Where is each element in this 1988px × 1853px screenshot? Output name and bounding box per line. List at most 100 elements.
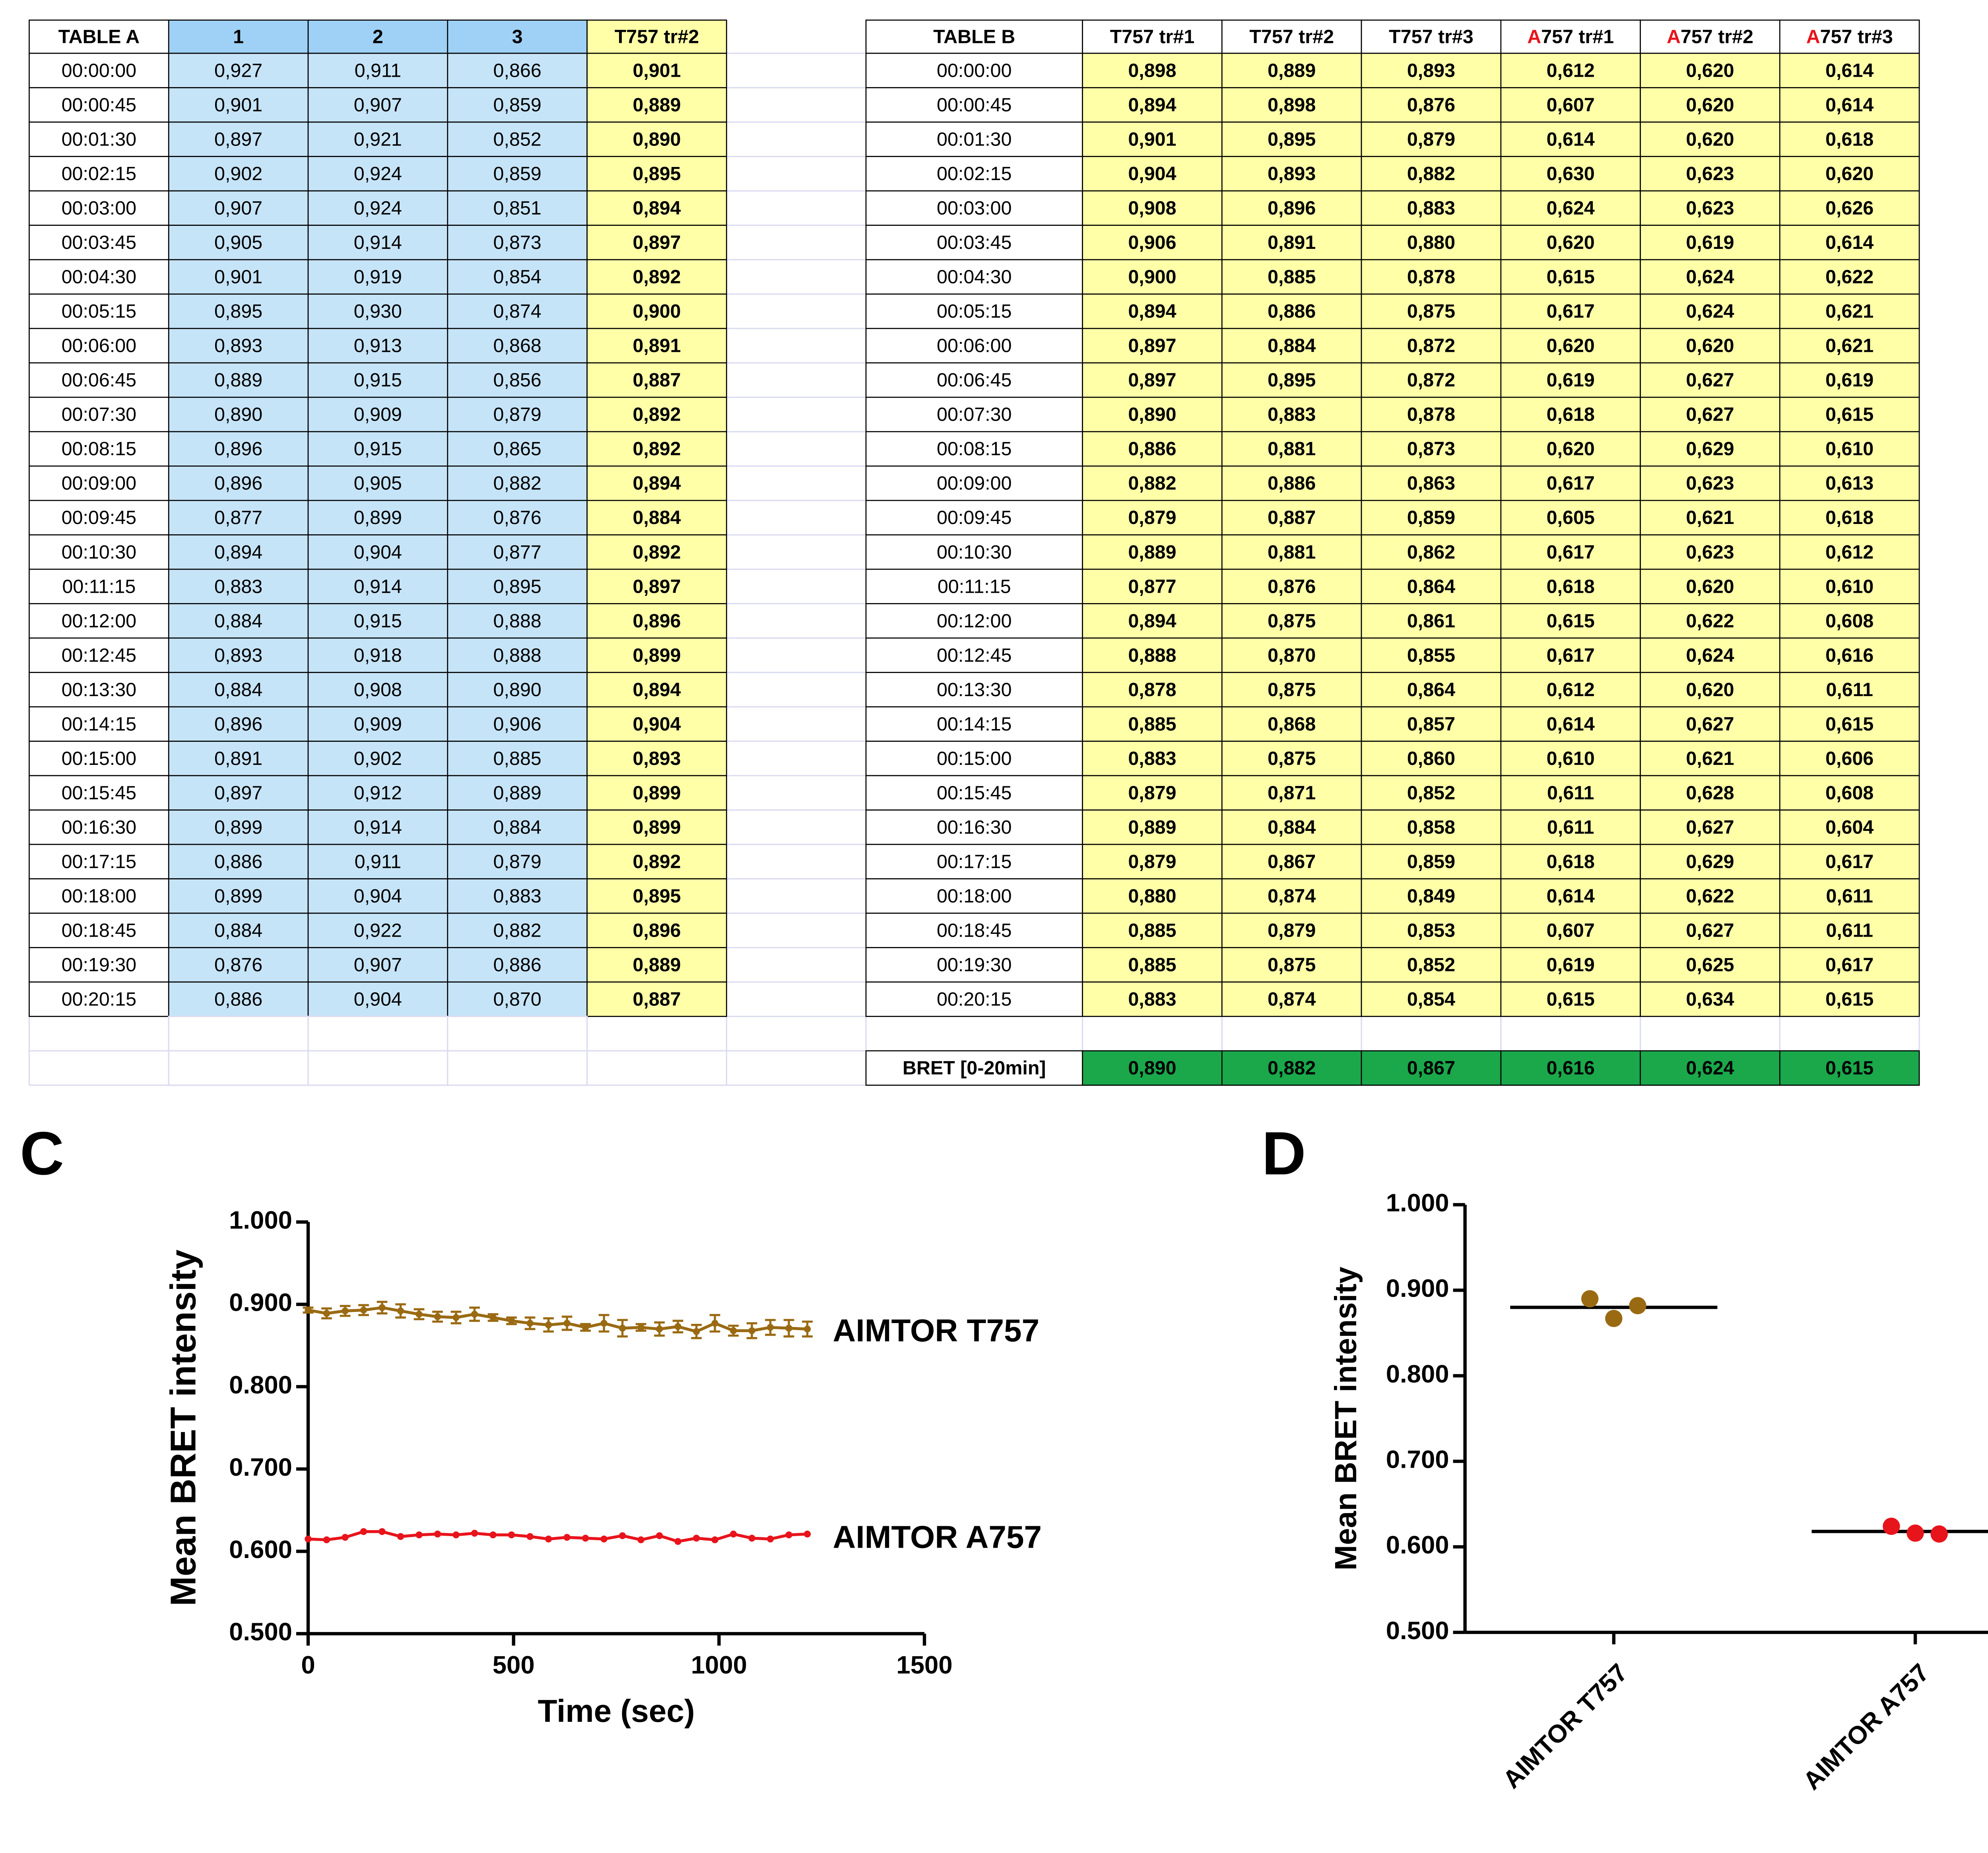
cell-text: 0,889 — [633, 954, 681, 976]
data-point — [434, 1313, 441, 1320]
cell-text: 00:20:15 — [937, 989, 1012, 1010]
cell-text: 0,618 — [1547, 851, 1595, 872]
table-cell — [29, 156, 169, 192]
table-cell — [1779, 87, 1920, 123]
table-cell — [307, 672, 448, 708]
cell-text: 0,899 — [633, 782, 681, 803]
table-cell — [865, 603, 1083, 639]
cell-text: 0,882 — [1407, 163, 1455, 184]
table-cell — [586, 569, 727, 604]
cell-text: 0,897 — [214, 782, 262, 803]
cell-text: 0,623 — [1686, 198, 1734, 219]
data-point — [397, 1307, 404, 1315]
cell-text: 0,889 — [493, 782, 542, 803]
cell-text: 00:14:15 — [937, 713, 1012, 735]
cell-text: 3 — [512, 26, 523, 47]
table-cell — [1361, 912, 1502, 948]
table-cell — [307, 190, 448, 226]
table-cell — [1779, 500, 1920, 536]
cell-text: 0,624 — [1686, 1057, 1734, 1079]
cell-text: 0,867 — [1268, 851, 1316, 872]
cell-text: 0,607 — [1547, 920, 1595, 941]
cell-text: 0,894 — [633, 198, 681, 219]
data-point — [305, 1306, 312, 1314]
table-cell — [307, 121, 448, 157]
data-point — [415, 1531, 423, 1539]
cell-text: 0,615 — [1547, 266, 1595, 288]
data-point — [619, 1532, 626, 1539]
table-cell — [1640, 603, 1780, 639]
cell-text: 00:09:00 — [62, 473, 137, 494]
cell-text: 00:19:30 — [937, 954, 1012, 976]
data-point — [379, 1304, 386, 1311]
table-cell — [586, 981, 727, 1017]
y-tick-label: 0.500 — [229, 1618, 292, 1646]
table-cell — [1500, 672, 1641, 708]
cell-text: 0,924 — [354, 163, 402, 184]
table-cell — [1779, 569, 1920, 604]
table-cell — [29, 19, 169, 54]
cell-text: 0,851 — [493, 198, 542, 219]
table-cell — [865, 947, 1083, 983]
y-tick-label: 0.700 — [229, 1453, 292, 1481]
cell-text: 0,896 — [214, 438, 262, 460]
cell-text: 0,882 — [1128, 473, 1176, 494]
cell-text: T757 tr#1 — [1110, 26, 1195, 47]
table-cell — [307, 293, 448, 329]
cell-text: 0,617 — [1547, 644, 1595, 666]
cell-text: 0,875 — [1268, 679, 1316, 700]
cell-text: 0,908 — [1128, 198, 1176, 219]
table-cell — [1779, 190, 1920, 226]
cell-text: TABLE A — [58, 26, 140, 47]
table-cell — [447, 190, 588, 226]
table-cell — [1779, 637, 1920, 673]
table-cell — [1500, 1050, 1641, 1086]
table-cell — [1082, 947, 1223, 983]
cell-text: 0,877 — [493, 541, 542, 563]
table-cell — [1640, 500, 1780, 536]
cell-text: 0,855 — [1407, 644, 1455, 666]
table-cell — [1500, 500, 1641, 536]
table-cell — [29, 259, 169, 295]
cell-text: 0,627 — [1686, 817, 1734, 838]
cell-text: 00:00:00 — [62, 60, 137, 81]
cell-text: 0,614 — [1547, 129, 1595, 150]
table-cell — [865, 121, 1083, 157]
cell-text: 0,878 — [1407, 266, 1455, 288]
cell-text: 0,858 — [1407, 817, 1455, 838]
cell-text: 0,883 — [1128, 748, 1176, 769]
cell-text: 0,894 — [633, 679, 681, 700]
table-cell — [586, 947, 727, 983]
table-cell — [1779, 121, 1920, 157]
cell-text: 00:03:00 — [62, 198, 137, 219]
x-tick-label: 0 — [301, 1651, 315, 1679]
cell-text: 0,613 — [1825, 473, 1873, 494]
cell-text: 2 — [373, 26, 383, 47]
cell-text: 0,611 — [1826, 920, 1873, 941]
cell-text: 00:06:45 — [62, 369, 137, 391]
cell-text: 0,620 — [1686, 94, 1734, 116]
cell-text: 00:11:15 — [938, 576, 1011, 597]
series-label: AIMTOR T757 — [833, 1312, 1040, 1348]
table-cell — [29, 844, 169, 879]
cell-text: 00:15:00 — [937, 748, 1012, 769]
header-rest: 757 tr#3 — [1820, 26, 1893, 47]
cell-text: 0,887 — [633, 989, 681, 1010]
cell-text: 0,895 — [633, 885, 681, 907]
cell-text: 0,875 — [1268, 748, 1316, 769]
cell-text: 0,621 — [1825, 335, 1873, 357]
cell-text: 0,889 — [1128, 817, 1176, 838]
cell-text: 0,610 — [1825, 438, 1873, 460]
blank-cell — [447, 1015, 588, 1052]
table-cell — [1221, 534, 1362, 570]
table-cell — [1779, 1050, 1920, 1086]
cell-text: 0,882 — [1268, 1057, 1316, 1079]
cell-text: 0,890 — [1128, 404, 1176, 425]
cell-text: 0,888 — [493, 610, 542, 632]
table-cell — [586, 534, 727, 570]
cell-text: 0,872 — [1407, 369, 1455, 391]
cell-text: 0,630 — [1547, 163, 1595, 184]
cell-text: 0,878 — [1128, 679, 1176, 700]
table-cell — [1361, 396, 1502, 433]
table-cell — [1779, 259, 1920, 295]
